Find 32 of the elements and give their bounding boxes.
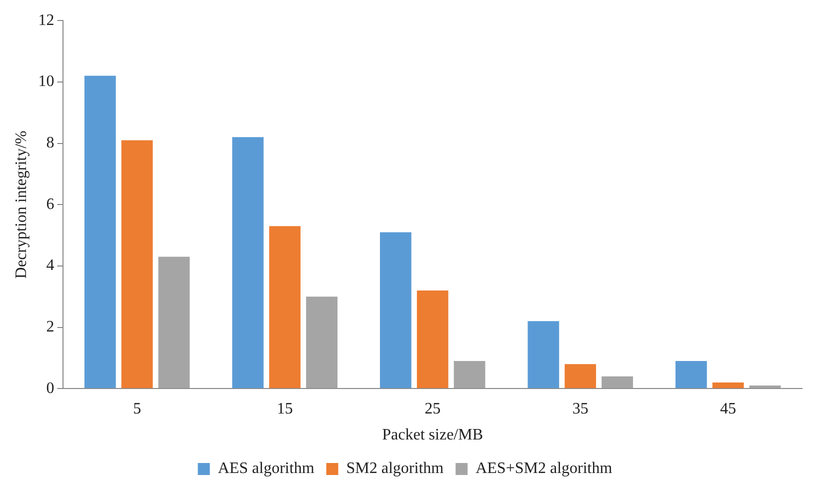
- bar: [416, 290, 448, 388]
- y-tick-label: 12: [38, 12, 54, 29]
- bar: [269, 226, 301, 388]
- bar: [675, 361, 707, 388]
- y-tick-label: 6: [46, 196, 54, 213]
- y-tick-label: 0: [46, 380, 54, 397]
- legend-label: AES+SM2 algorithm: [476, 460, 613, 478]
- y-tick-label: 2: [46, 318, 54, 336]
- x-tick-label: 5: [133, 400, 142, 418]
- x-tick-label: 45: [720, 400, 736, 418]
- bar: [306, 296, 338, 388]
- bar: [158, 256, 190, 388]
- legend-label: SM2 algorithm: [346, 460, 444, 478]
- x-tick-label: 35: [572, 400, 588, 418]
- x-tick-label: 15: [276, 400, 293, 418]
- bar: [528, 321, 560, 388]
- bar: [380, 232, 412, 388]
- y-axis-title: Decryption integrity/%: [12, 130, 30, 279]
- bar: [564, 364, 596, 388]
- bar: [454, 361, 486, 388]
- bar: [712, 382, 744, 388]
- y-tick-label: 10: [38, 73, 54, 90]
- bar: [121, 140, 153, 388]
- legend-label: AES algorithm: [218, 460, 315, 478]
- bar: [232, 137, 264, 388]
- bar: [84, 76, 116, 388]
- y-tick-label: 8: [46, 134, 54, 152]
- x-tick-label: 25: [424, 400, 441, 418]
- x-axis-title: Packet size/MB: [382, 426, 484, 444]
- bar: [602, 376, 633, 388]
- bar: [749, 386, 781, 388]
- y-tick-label: 4: [46, 257, 54, 274]
